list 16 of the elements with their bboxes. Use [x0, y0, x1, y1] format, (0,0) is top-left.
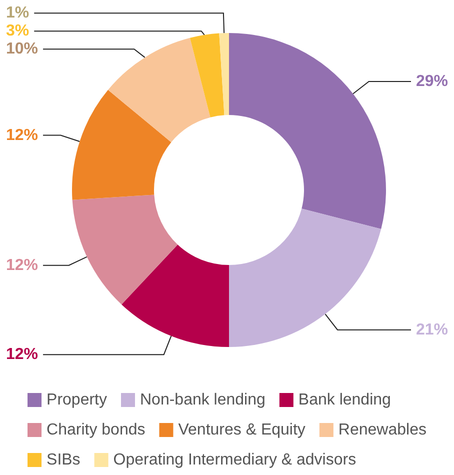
legend-label: Non-bank lending: [140, 392, 266, 408]
legend-label: Renewables: [338, 422, 426, 438]
legend-label: Ventures & Equity: [178, 422, 306, 438]
legend-label: Charity bonds: [46, 422, 146, 438]
data-label: 29%: [416, 73, 448, 90]
data-label: 21%: [416, 321, 448, 338]
data-label: 12%: [6, 256, 38, 274]
data-label: 10%: [6, 40, 38, 58]
data-label: 1%: [6, 4, 30, 22]
data-label: 12%: [6, 126, 38, 144]
legend-label: SIBs: [46, 452, 80, 468]
data-label: 3%: [6, 22, 30, 40]
legend-label: Property: [46, 392, 107, 408]
legend-label: Bank lending: [298, 392, 391, 408]
data-label: 12%: [6, 346, 38, 364]
legend-label: Operating Intermediary & advisors: [113, 452, 356, 468]
